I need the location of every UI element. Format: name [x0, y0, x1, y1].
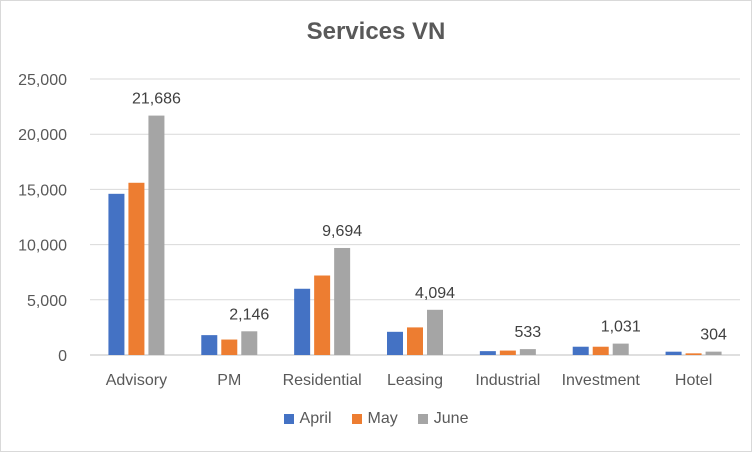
bar-april	[294, 288, 311, 355]
bar-may	[499, 350, 516, 355]
data-label: 533	[515, 324, 542, 341]
bar-april	[572, 346, 589, 355]
legend: April May June	[0, 410, 752, 428]
legend-label-april: April	[299, 410, 332, 427]
bar-april	[387, 331, 403, 355]
data-label: 1,031	[601, 319, 641, 336]
x-tick-label: Hotel	[675, 372, 712, 389]
y-tick-label: 0	[58, 348, 67, 365]
bar-june	[241, 331, 258, 355]
legend-swatch-may	[351, 414, 362, 424]
bar-june	[427, 309, 443, 355]
bar-may	[685, 353, 702, 355]
x-tick-label: Advisory	[106, 372, 167, 389]
y-tick-label: 20,000	[18, 127, 67, 144]
data-label: 9,694	[322, 223, 362, 240]
bar-may	[128, 182, 145, 355]
bar-april	[479, 351, 496, 355]
data-label: 304	[700, 327, 727, 344]
data-label: 21,686	[132, 91, 181, 108]
y-tick-label: 15,000	[18, 182, 67, 199]
x-tick-label: PM	[217, 372, 241, 389]
legend-item-may: May	[351, 410, 398, 428]
bar-june	[334, 247, 351, 355]
legend-swatch-april	[283, 414, 294, 424]
x-tick-label: Residential	[283, 372, 362, 389]
bar-june	[705, 351, 722, 355]
legend-label-may: May	[367, 410, 398, 427]
bar-june	[519, 349, 536, 355]
bar-june	[612, 343, 629, 355]
legend-item-june: June	[417, 410, 469, 428]
x-tick-label: Industrial	[475, 372, 540, 389]
y-tick-label: 5,000	[27, 293, 67, 310]
bar-may	[407, 327, 423, 355]
bar-may	[221, 339, 238, 355]
x-tick-label: Leasing	[387, 372, 443, 389]
y-tick-label: 10,000	[18, 238, 67, 255]
x-tick-label: Investment	[562, 372, 641, 389]
bar-june	[148, 115, 165, 355]
y-tick-label: 25,000	[18, 72, 67, 89]
bar-april	[108, 193, 125, 355]
bar-may	[314, 275, 331, 355]
legend-swatch-june	[417, 414, 428, 424]
bar-april	[665, 351, 682, 355]
data-label: 2,146	[229, 306, 269, 323]
data-label: 4,094	[415, 285, 455, 302]
legend-item-april: April	[283, 410, 332, 428]
legend-label-june: June	[433, 410, 469, 427]
bar-april	[201, 335, 218, 355]
chart-title: Services VN	[306, 18, 446, 45]
bar-may	[592, 346, 609, 355]
